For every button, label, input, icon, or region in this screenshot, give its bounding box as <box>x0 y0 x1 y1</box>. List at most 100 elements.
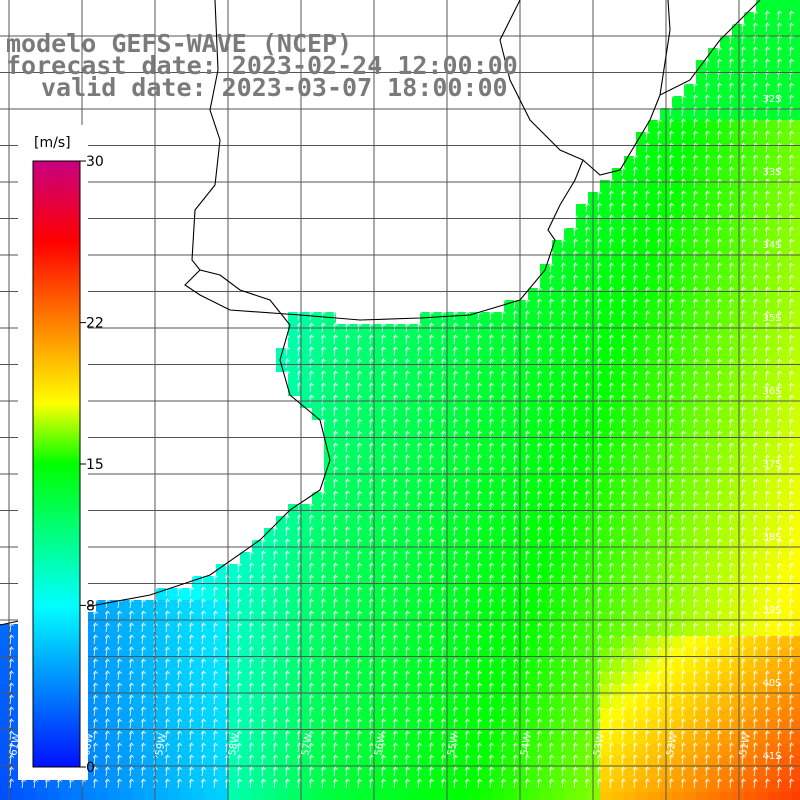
wind-cell <box>792 576 800 588</box>
wind-cell <box>768 300 780 312</box>
wind-cell <box>540 360 552 372</box>
wind-cell <box>792 600 800 612</box>
wind-cell <box>780 240 792 252</box>
wind-cell <box>684 84 696 96</box>
wind-cell <box>540 348 552 360</box>
wind-cell <box>792 288 800 300</box>
wind-cell <box>732 48 744 60</box>
wind-cell <box>672 336 684 348</box>
wind-cell <box>756 336 768 348</box>
wind-cell <box>492 384 504 396</box>
wind-cell <box>744 132 756 144</box>
wind-cell <box>612 444 624 456</box>
wind-cell <box>420 444 432 456</box>
wind-cell <box>756 312 768 324</box>
wind-cell <box>336 348 348 360</box>
wind-cell <box>696 84 708 96</box>
wind-cell <box>432 384 444 396</box>
wind-cell <box>480 396 492 408</box>
wind-cell <box>636 192 648 204</box>
wind-cell <box>720 144 732 156</box>
wind-cell <box>456 348 468 360</box>
wind-cell <box>696 336 708 348</box>
wind-cell <box>708 204 720 216</box>
wind-cell <box>756 0 768 12</box>
wind-cell <box>564 240 576 252</box>
wind-cell <box>624 204 636 216</box>
wind-cell <box>468 456 480 468</box>
wind-cell <box>624 228 636 240</box>
wind-cell <box>684 108 696 120</box>
wind-cell <box>624 180 636 192</box>
wind-cell <box>480 372 492 384</box>
wind-cell <box>588 384 600 396</box>
wind-cell <box>576 408 588 420</box>
wind-cell <box>696 156 708 168</box>
wind-cell <box>588 408 600 420</box>
wind-cell <box>780 312 792 324</box>
wind-cell <box>504 456 516 468</box>
wind-cell <box>384 456 396 468</box>
wind-cell <box>768 324 780 336</box>
wind-cell <box>720 168 732 180</box>
wind-cell <box>792 336 800 348</box>
wind-cell <box>768 156 780 168</box>
wind-cell <box>624 792 636 800</box>
wind-cell <box>684 144 696 156</box>
wind-cell <box>780 372 792 384</box>
wind-cell <box>540 384 552 396</box>
wind-cell <box>744 228 756 240</box>
wind-cell <box>576 324 588 336</box>
wind-cell <box>372 324 384 336</box>
wind-cell <box>480 408 492 420</box>
wind-cell <box>516 348 528 360</box>
wind-cell <box>792 540 800 552</box>
wind-cell <box>576 792 588 800</box>
wind-cell <box>696 180 708 192</box>
wind-cell <box>780 36 792 48</box>
wind-cell <box>360 384 372 396</box>
wind-cell <box>528 420 540 432</box>
wind-cell <box>348 456 360 468</box>
wind-cell <box>564 336 576 348</box>
wind-cell <box>720 120 732 132</box>
wind-cell <box>768 384 780 396</box>
wind-cell <box>720 84 732 96</box>
wind-cell <box>336 444 348 456</box>
wind-cell <box>672 180 684 192</box>
wind-cell <box>348 444 360 456</box>
wind-cell <box>756 108 768 120</box>
wind-cell <box>708 192 720 204</box>
wind-cell <box>756 72 768 84</box>
wind-cell <box>468 348 480 360</box>
wind-cell <box>708 300 720 312</box>
wind-cell <box>732 156 744 168</box>
wind-cell <box>492 444 504 456</box>
wind-cell <box>600 264 612 276</box>
wind-cell <box>792 696 800 708</box>
wind-cell <box>612 792 624 800</box>
wind-cell <box>780 348 792 360</box>
wind-cell <box>624 360 636 372</box>
wind-cell <box>780 96 792 108</box>
wind-cell <box>372 408 384 420</box>
wind-cell <box>756 372 768 384</box>
wind-cell <box>612 456 624 468</box>
wind-cell <box>336 792 348 800</box>
wind-cell <box>432 444 444 456</box>
wind-cell <box>720 192 732 204</box>
wind-cell <box>312 372 324 384</box>
wind-cell <box>492 792 504 800</box>
wind-cell <box>768 204 780 216</box>
wind-cell <box>720 360 732 372</box>
wind-cell <box>540 276 552 288</box>
wind-cell <box>684 300 696 312</box>
wind-cell <box>672 96 684 108</box>
wind-cell <box>732 264 744 276</box>
wind-cell <box>768 96 780 108</box>
wind-cell <box>12 792 24 800</box>
wind-cell <box>696 372 708 384</box>
wind-cell <box>504 480 516 492</box>
wind-cell <box>396 336 408 348</box>
